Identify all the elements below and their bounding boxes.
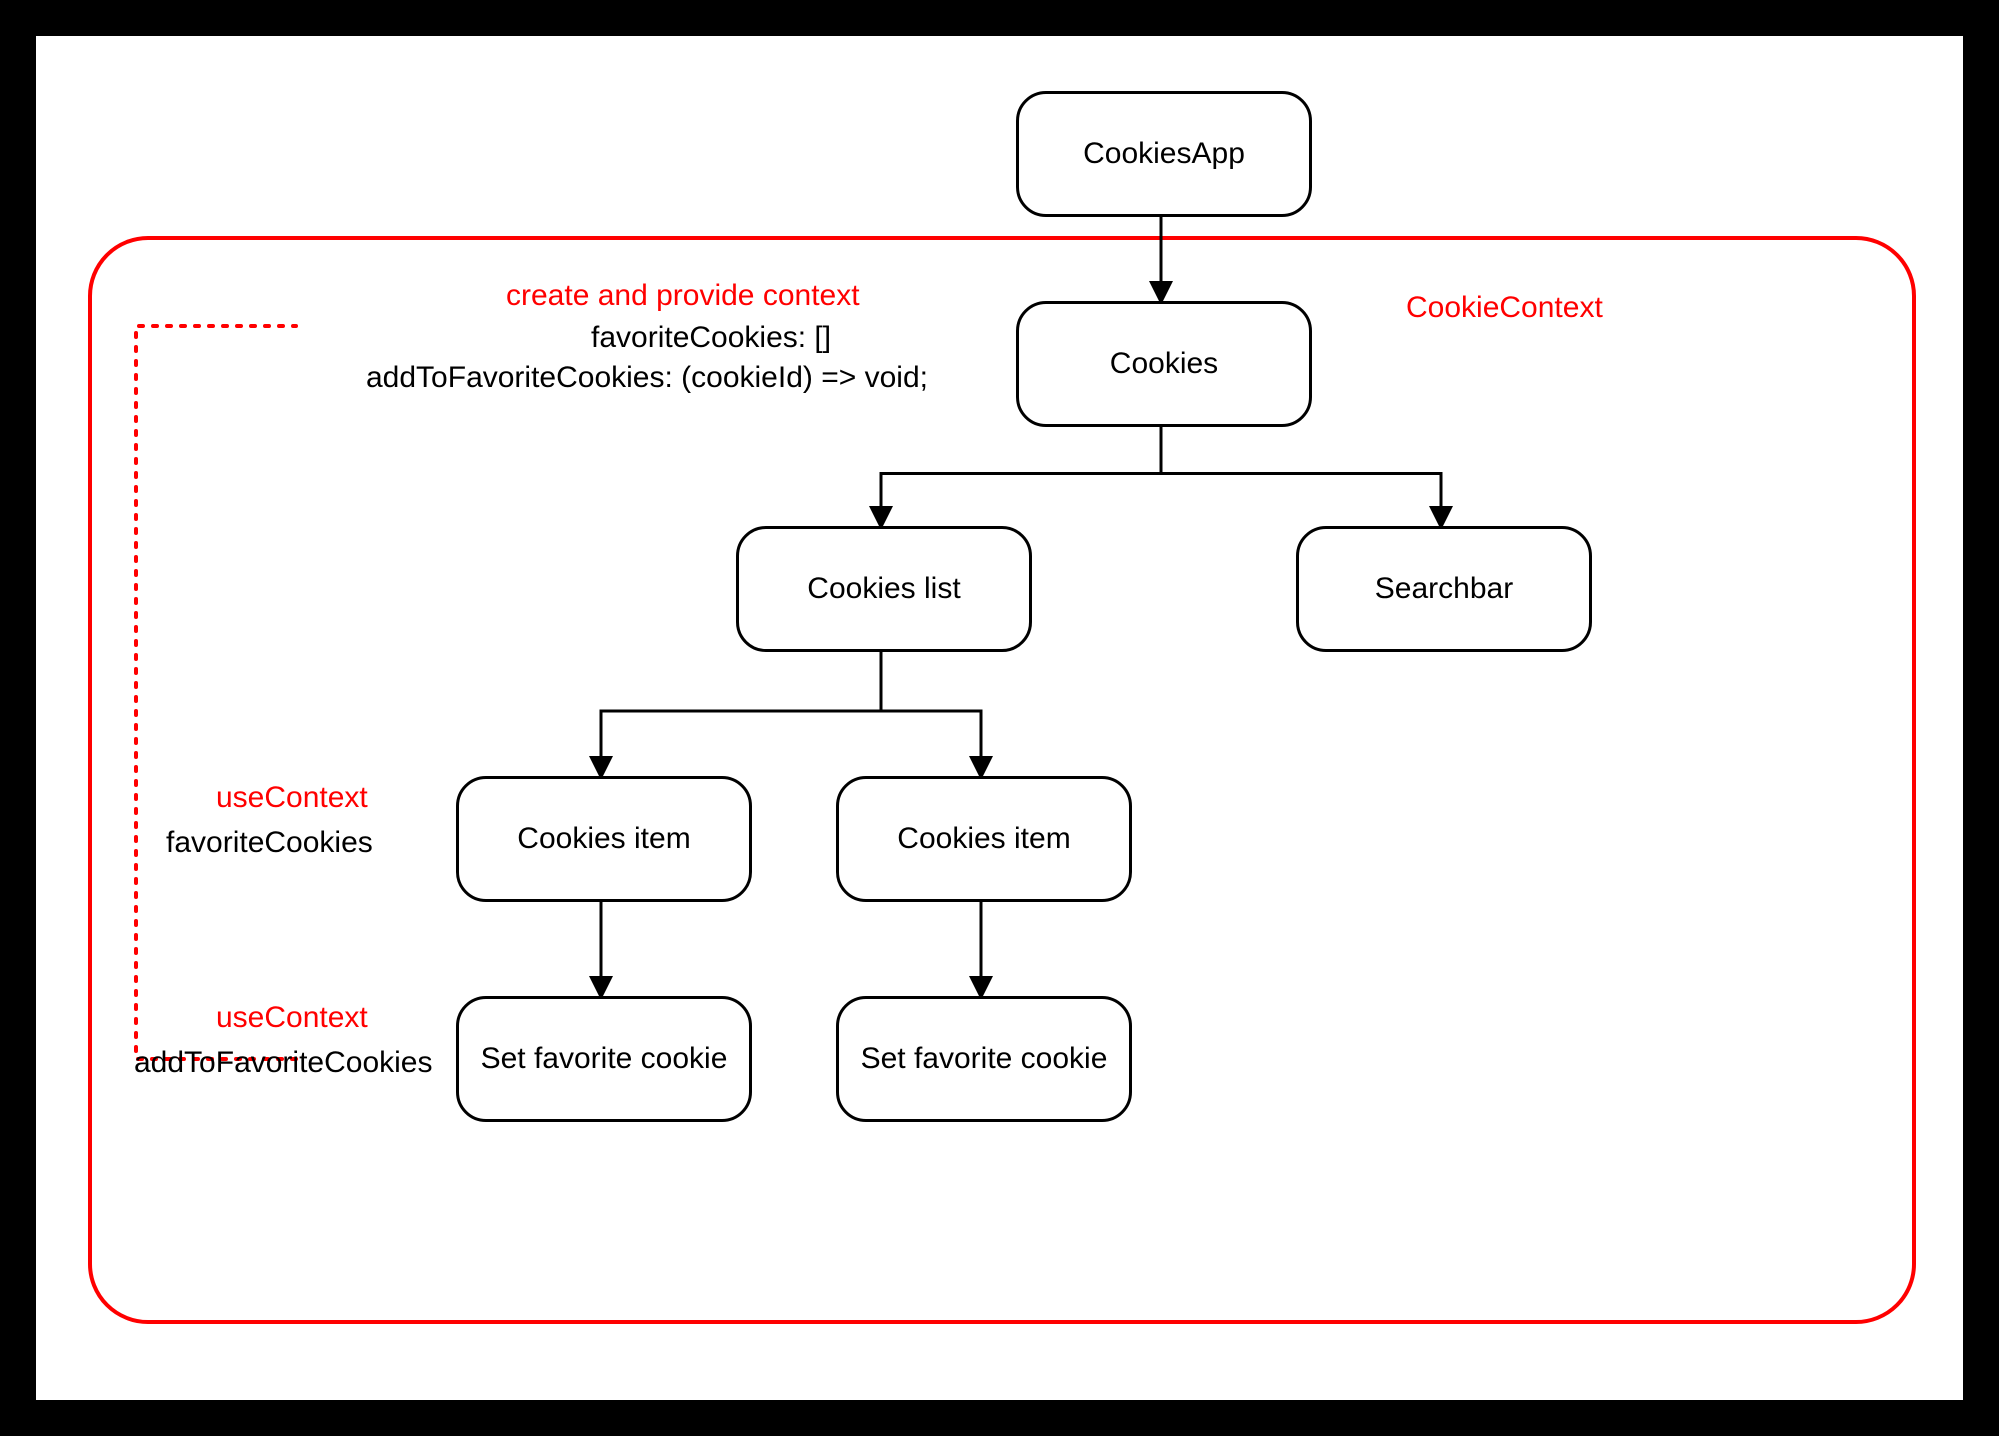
diagram-canvas: CookiesApp Cookies Cookies list Searchbar Co… xyxy=(36,36,1963,1400)
node-cookieslist: Cookies list xyxy=(736,526,1032,652)
annotation-3: CookieContext xyxy=(1406,291,1603,325)
annotation-2: addToFavoriteCookies: (cookieId) => void… xyxy=(366,361,928,395)
annotation-0: create and provide context xyxy=(506,279,860,313)
annotation-4: useContext xyxy=(216,781,368,815)
annotation-7: addToFavoriteCookies xyxy=(134,1046,433,1080)
annotation-6: useContext xyxy=(216,1001,368,1035)
annotation-5: favoriteCookies xyxy=(166,826,373,860)
node-item1: Cookies item xyxy=(456,776,752,902)
node-cookies: Cookies xyxy=(1016,301,1312,427)
node-setfav2: Set favorite cookie xyxy=(836,996,1132,1122)
node-cookiesapp: CookiesApp xyxy=(1016,91,1312,217)
node-item2: Cookies item xyxy=(836,776,1132,902)
node-searchbar: Searchbar xyxy=(1296,526,1592,652)
annotation-1: favoriteCookies: [] xyxy=(591,321,831,355)
node-setfav1: Set favorite cookie xyxy=(456,996,752,1122)
